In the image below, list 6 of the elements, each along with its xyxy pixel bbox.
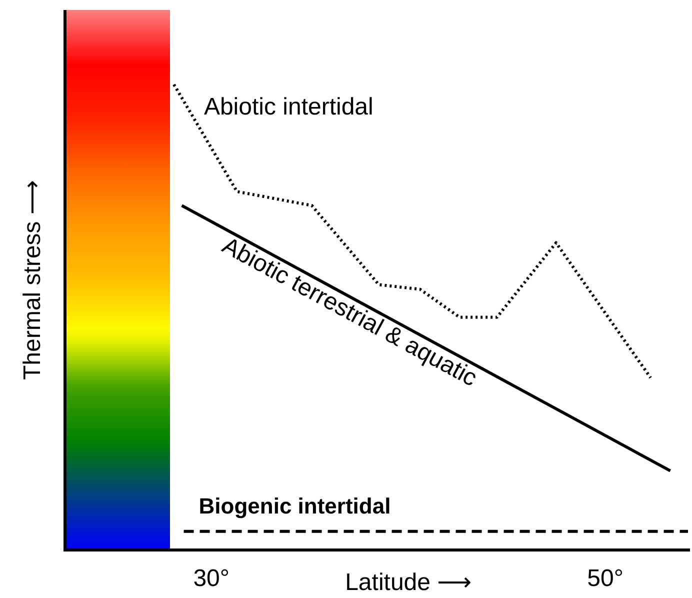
x-tick-label: 50° [587, 565, 624, 592]
series-label: Biogenic intertidal [198, 493, 391, 518]
x-axis-title: Latitude ⟶ [345, 569, 472, 596]
x-tick-label: 30° [193, 565, 230, 592]
series-label: Abiotic intertidal [204, 93, 374, 120]
text: Thermal stress ⟶ [19, 180, 46, 380]
